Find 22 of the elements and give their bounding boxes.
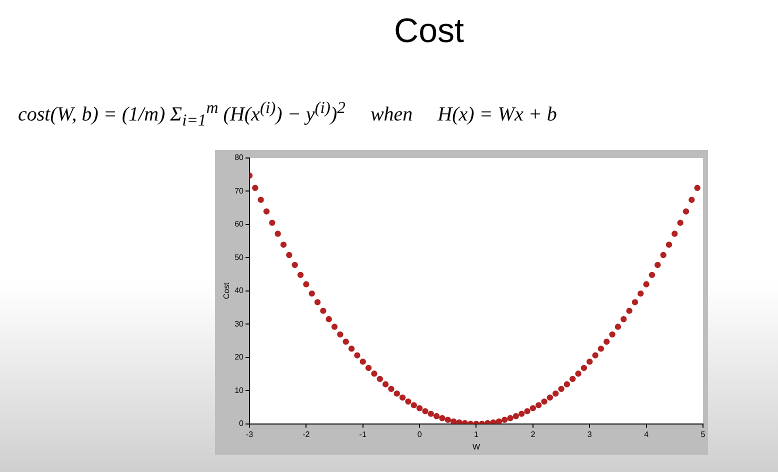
text: cost(W, b) = (1/m) Σ$_{i=1}$$^{m}$ (H(x$^{(i)}$) − y$^{(i)}$)$^{2}$ when H(x) = Wx + b <box>18 98 557 130</box>
x-tick-label: 2 <box>530 430 536 439</box>
y-tick-label: 30 <box>234 319 244 328</box>
x-tick-label: -3 <box>246 430 254 439</box>
y-tick-label: 0 <box>239 419 244 428</box>
x-axis-title: W <box>472 442 480 452</box>
x-tick-label: -1 <box>359 430 367 439</box>
y-tick-label: 20 <box>234 352 244 362</box>
y-tick-label: 50 <box>234 252 244 262</box>
x-tick-label: 1 <box>474 430 480 439</box>
x-tick-label: 0 <box>417 430 422 439</box>
x-tick-label: 4 <box>644 430 650 439</box>
y-tick-label: 40 <box>234 286 244 296</box>
chart-title: Cost <box>393 12 465 51</box>
x-tick-label: 5 <box>700 430 706 439</box>
x-tick-label: 3 <box>587 430 592 439</box>
y-tick-label: 10 <box>234 386 244 395</box>
y-axis-title: Cost <box>222 282 232 300</box>
y-tick-label: 70 <box>234 186 244 196</box>
x-tick-label: -2 <box>302 430 310 439</box>
y-tick-label: 80 <box>234 153 244 162</box>
y-tick-label: 60 <box>234 220 244 229</box>
